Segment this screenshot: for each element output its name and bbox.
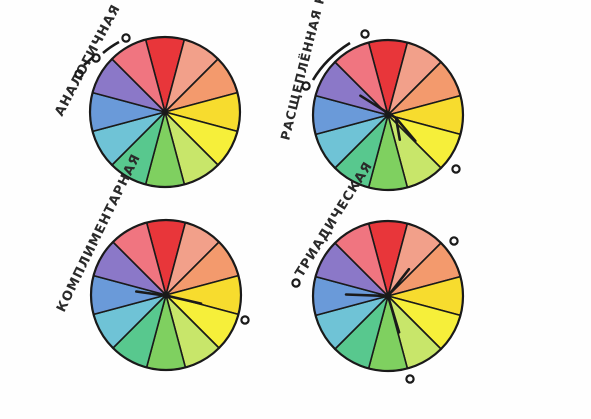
triadic-pointer	[386, 294, 401, 334]
complementary-marker-circles	[240, 315, 250, 325]
split-complementary-wheel	[311, 38, 465, 192]
analogous-circle-1	[74, 69, 84, 79]
analogous-marker-circles	[74, 33, 131, 79]
split-circle-3	[451, 164, 461, 174]
complementary-wheel	[89, 218, 243, 372]
split-complementary-marker-circles	[301, 29, 461, 174]
analogous-circle-3	[121, 33, 131, 43]
analogous-wheel	[88, 35, 242, 189]
triadic-marker-circles	[291, 236, 459, 384]
analogous-arc	[83, 55, 95, 66]
triadic-pointer	[386, 267, 411, 298]
complementary-rim	[89, 218, 243, 372]
complementary-pointer	[166, 294, 203, 305]
split-circle-1	[301, 81, 311, 91]
split-arc	[311, 41, 351, 81]
analogous-arc-2	[102, 40, 120, 54]
complementary-circle-1	[240, 315, 250, 325]
split-complementary-pointer	[359, 94, 398, 120]
triadic-wheel	[311, 219, 465, 373]
split-circle-2	[360, 29, 370, 39]
triadic-circle-2	[449, 236, 459, 246]
complementary-pointer	[135, 290, 170, 298]
split-complementary-rim	[311, 38, 465, 192]
split-complementary-pointer	[394, 116, 402, 141]
triadic-circle-1	[291, 278, 301, 288]
split-complementary-pointer	[394, 116, 417, 143]
analogous-rim	[88, 35, 242, 189]
triadic-rim	[311, 219, 465, 373]
triadic-circle-3	[405, 374, 415, 384]
triadic-pointer	[344, 293, 390, 298]
